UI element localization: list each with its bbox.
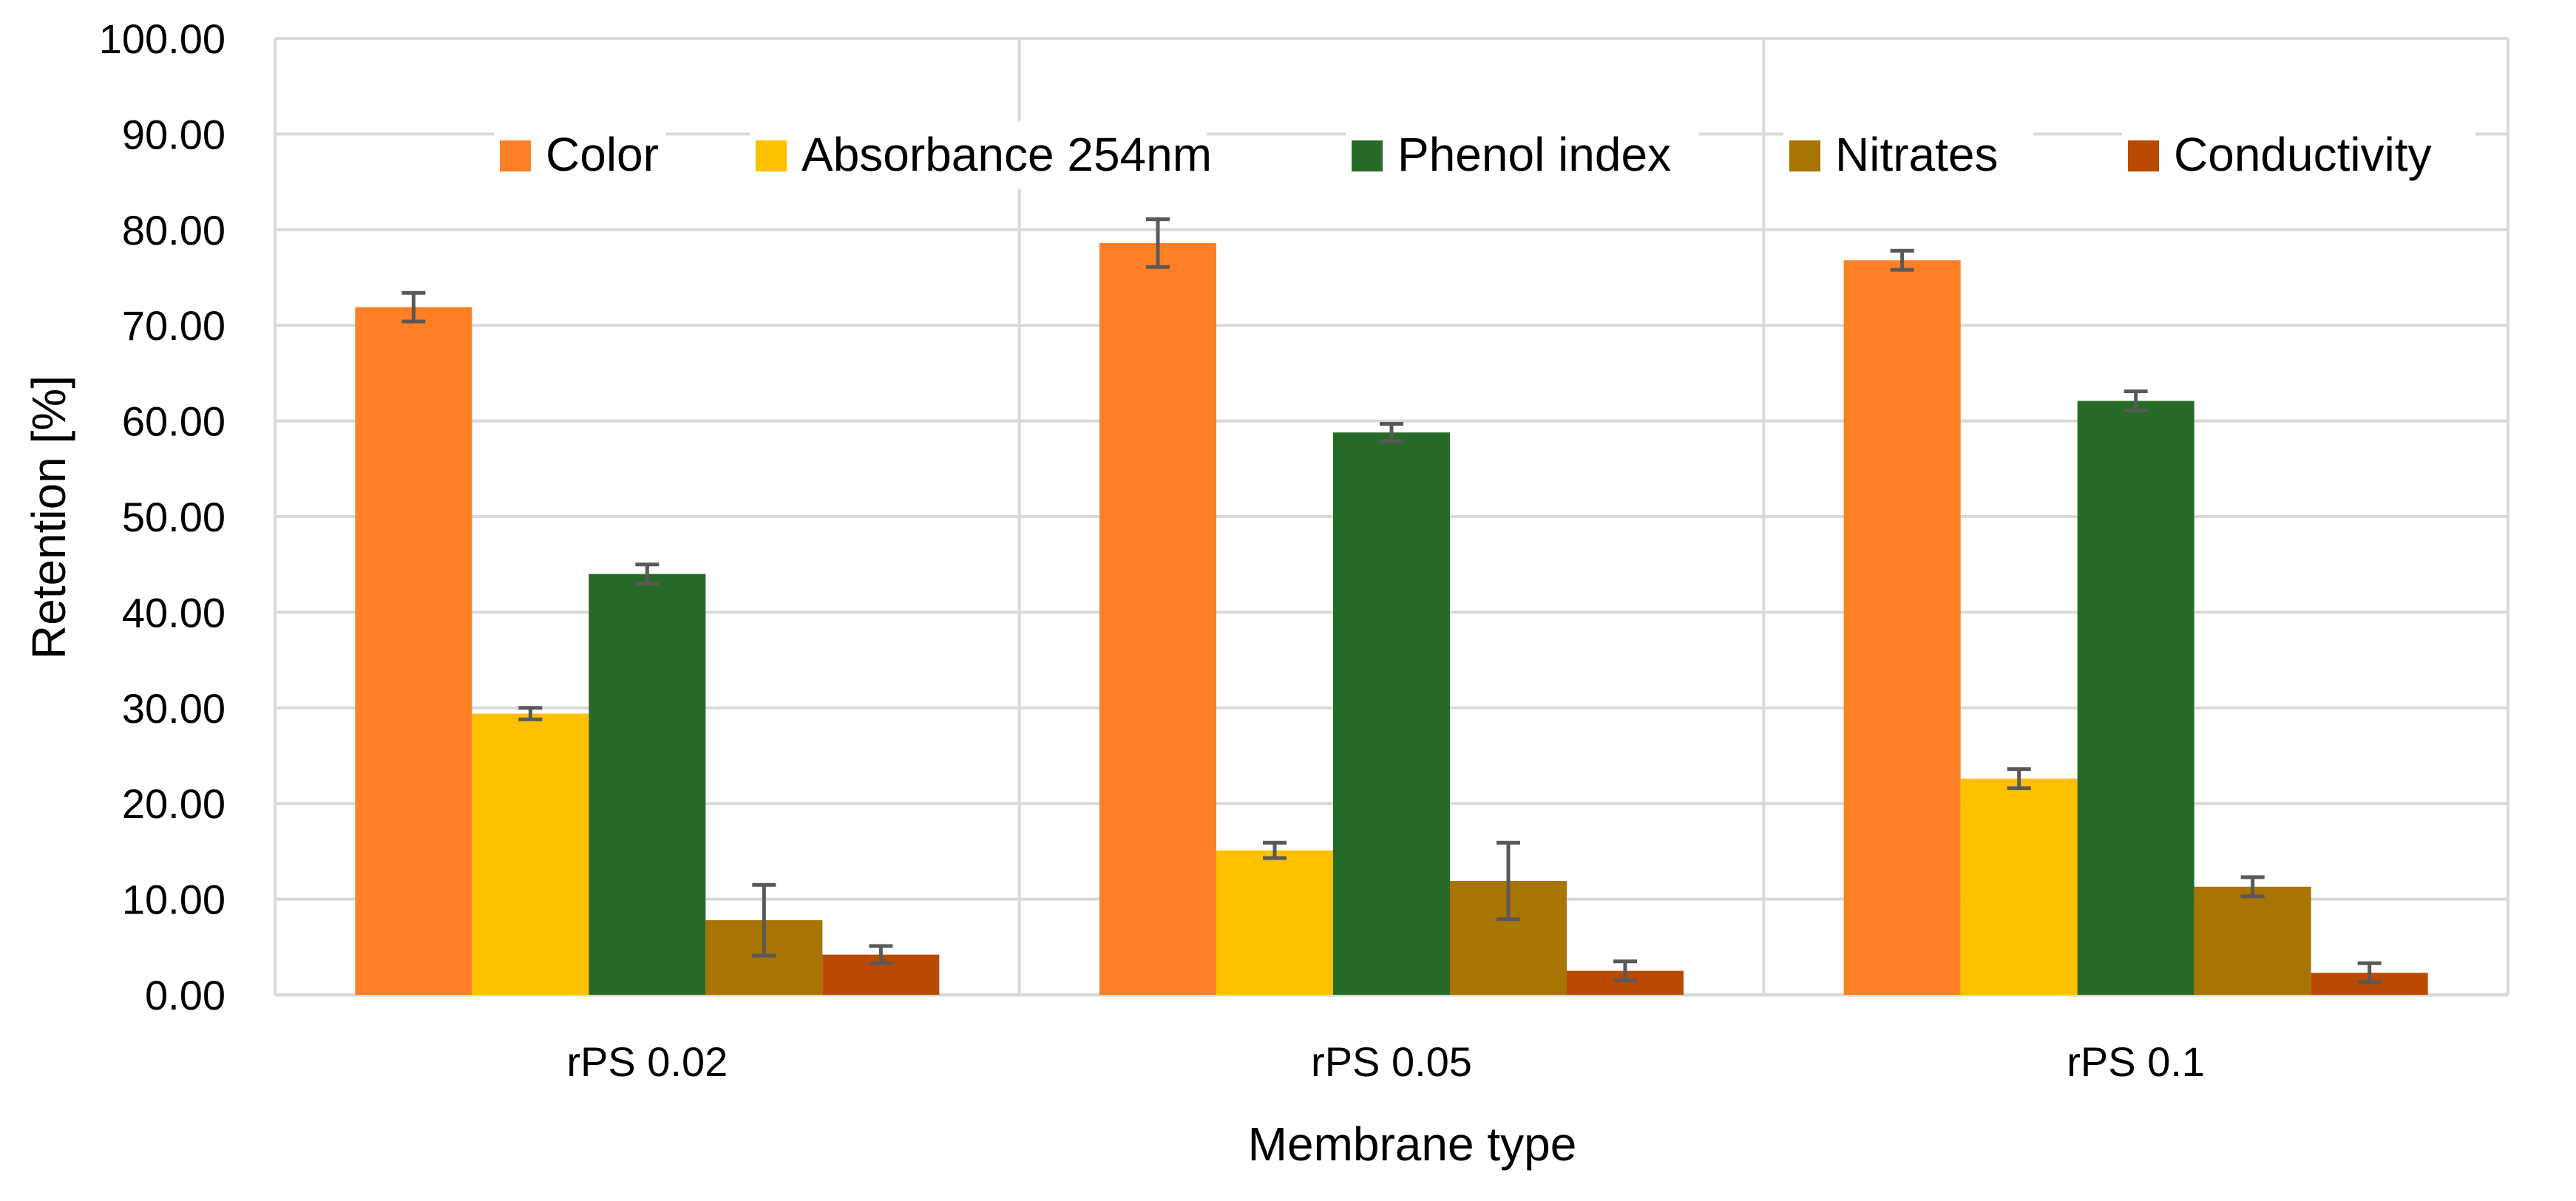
error-bars [401,217,2382,984]
legend-item: Color [494,121,666,189]
x-axis-categories: rPS 0.02 rPS 0.05 rPS 0.1 [566,1038,2205,1085]
legend-label: Color [546,128,659,181]
error-bar [2240,875,2265,899]
x-category-label: rPS 0.02 [566,1038,728,1085]
legend-label: Absorbance 254nm [801,128,1212,181]
legend-label: Nitrates [1835,128,1999,181]
bars [355,242,2428,995]
error-bar [635,562,660,586]
error-bar [2123,389,2148,412]
error-bar [1146,217,1170,269]
error-bar [1380,421,1403,443]
legend-swatch [2128,140,2159,171]
y-tick-label: 80.00 [122,207,226,254]
legend-label: Phenol index [1397,128,1671,181]
legend-swatch [756,140,787,171]
legend-bg [750,121,1207,189]
bar-color-3 [1843,260,1961,995]
x-category-label: rPS 0.05 [1311,1038,1472,1085]
legend-bg [2122,121,2475,189]
error-bar [401,290,426,324]
y-axis-ticks: 0.00 10.00 20.00 30.00 40.00 50.00 60.00 70.00 8… [99,16,226,1018]
y-tick-label: 0.00 [145,972,226,1018]
error-bar [752,882,776,958]
legend-swatch [1789,140,1820,171]
y-tick-label: 40.00 [122,589,226,636]
bar-absorbance-254nm-3 [1960,778,2078,995]
legend-item: Phenol index [1346,121,1699,189]
bar-color-2 [1099,242,1216,995]
legend-swatch [500,140,531,171]
error-bar [518,706,543,721]
bar-absorbance-254nm-2 [1216,850,1333,995]
legend-item: Nitrates [1783,121,2033,189]
bar-color-1 [355,307,472,995]
error-bar [2007,767,2031,790]
y-tick-label: 100.00 [99,16,226,62]
legend-label: Conductivity [2174,128,2432,181]
bar-phenol-index-2 [1333,432,1450,995]
error-bar [1613,959,1637,983]
error-bar [2357,961,2382,984]
bar-absorbance-254nm-1 [472,713,589,995]
error-bar [1497,840,1520,922]
y-tick-label: 30.00 [122,685,226,732]
y-tick-label: 70.00 [122,302,226,349]
y-axis-title: Retention [%] [22,375,75,659]
bar-nitrates-3 [2194,886,2311,995]
error-bar [1263,840,1287,860]
legend-bg [1783,121,2033,189]
error-bar [869,944,893,965]
bar-phenol-index-1 [589,574,706,995]
legend-item: Absorbance 254nm [750,121,1212,189]
bar-phenol-index-3 [2077,401,2194,995]
y-tick-label: 10.00 [122,877,226,923]
y-tick-label: 60.00 [122,398,226,445]
legend: Color Absorbance 254nm Phenol index Nitrate… [494,121,2475,189]
x-axis-title: Membrane type [1248,1117,1577,1171]
legend-bg [1346,121,1699,189]
legend-item: Conductivity [2122,121,2475,189]
legend-swatch [1352,140,1383,171]
y-tick-label: 20.00 [122,780,226,827]
y-tick-label: 90.00 [122,111,226,157]
y-tick-label: 50.00 [122,494,226,540]
x-category-label: rPS 0.1 [2067,1038,2205,1085]
error-bar [1890,248,1914,272]
